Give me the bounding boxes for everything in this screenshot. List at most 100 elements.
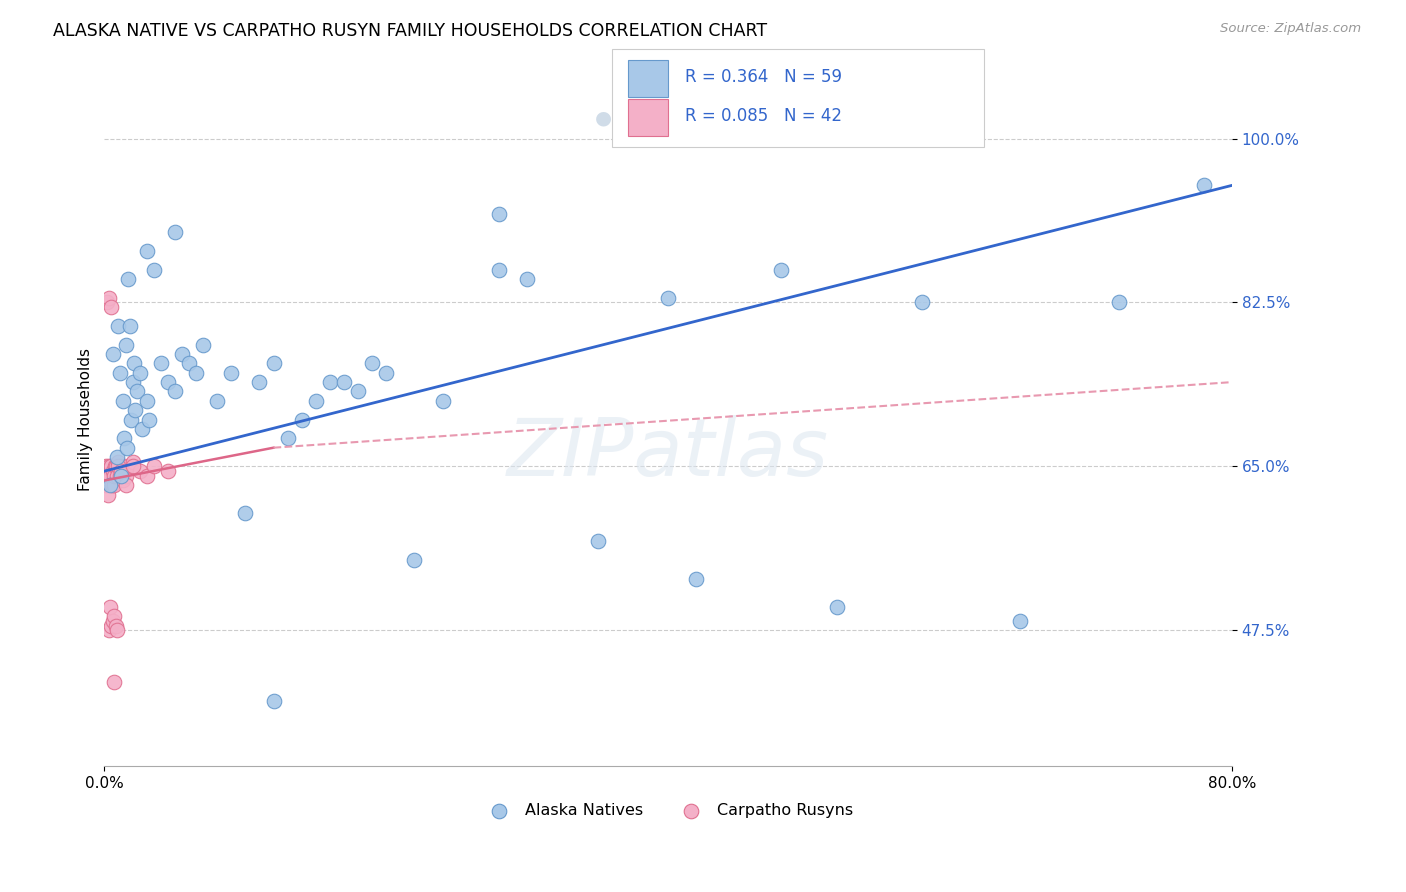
Point <box>170 347 193 361</box>
Point <box>111 474 134 488</box>
Point <box>233 506 256 520</box>
Point <box>103 609 125 624</box>
Point <box>103 468 125 483</box>
Point <box>516 272 538 286</box>
Point <box>100 618 122 632</box>
Point <box>488 262 510 277</box>
Point <box>131 422 153 436</box>
Point <box>114 478 136 492</box>
Point <box>319 375 342 389</box>
Point <box>184 366 207 380</box>
Point <box>135 393 157 408</box>
Point <box>103 478 125 492</box>
Point <box>110 459 132 474</box>
Point <box>911 295 934 310</box>
Point <box>375 366 398 380</box>
Point <box>685 572 707 586</box>
Point <box>361 356 384 370</box>
Point <box>263 693 285 707</box>
Point <box>142 262 165 277</box>
Point <box>586 534 609 549</box>
Point <box>142 459 165 474</box>
Point <box>96 295 118 310</box>
Point <box>107 459 129 474</box>
Point <box>121 375 143 389</box>
Text: ●: ● <box>595 108 612 128</box>
Point <box>101 464 124 478</box>
Y-axis label: Family Households: Family Households <box>79 348 93 491</box>
Point <box>163 225 186 239</box>
Point <box>1108 295 1130 310</box>
Point <box>149 356 172 370</box>
Point <box>104 459 127 474</box>
Point <box>104 459 127 474</box>
Point <box>97 291 120 305</box>
Point <box>432 393 454 408</box>
Point <box>114 468 136 483</box>
Point <box>105 450 128 464</box>
Point <box>96 478 118 492</box>
Point <box>135 468 157 483</box>
Point <box>100 300 122 314</box>
Point <box>769 262 792 277</box>
Point <box>121 455 143 469</box>
Point <box>205 393 228 408</box>
Point <box>111 393 134 408</box>
Point <box>156 375 179 389</box>
Point <box>138 412 160 426</box>
Point <box>825 599 848 614</box>
Point <box>128 464 150 478</box>
Point <box>108 366 131 380</box>
Point <box>98 478 121 492</box>
Point <box>120 412 142 426</box>
Point <box>124 403 146 417</box>
Point <box>128 366 150 380</box>
Point <box>96 464 118 478</box>
Point <box>97 487 120 501</box>
Point <box>100 459 122 474</box>
Point <box>105 624 128 638</box>
Point <box>112 431 135 445</box>
Point <box>122 356 145 370</box>
Point <box>97 624 120 638</box>
Point <box>94 459 117 474</box>
Point <box>117 459 139 474</box>
Point <box>101 614 124 628</box>
Point <box>103 674 125 689</box>
Text: R = 0.085   N = 42: R = 0.085 N = 42 <box>685 107 842 125</box>
Point <box>347 384 370 399</box>
Point <box>118 318 141 333</box>
Point <box>249 375 271 389</box>
Point <box>125 384 148 399</box>
Point <box>110 464 132 478</box>
Point <box>98 468 121 483</box>
Point <box>488 206 510 220</box>
Point <box>177 356 200 370</box>
Point <box>121 459 143 474</box>
Text: ALASKA NATIVE VS CARPATHO RUSYN FAMILY HOUSEHOLDS CORRELATION CHART: ALASKA NATIVE VS CARPATHO RUSYN FAMILY H… <box>53 22 768 40</box>
Point <box>101 478 124 492</box>
Point <box>305 393 328 408</box>
Point <box>108 468 131 483</box>
Point <box>135 244 157 258</box>
Point <box>277 431 299 445</box>
Point <box>104 618 127 632</box>
Point <box>101 347 124 361</box>
Point <box>98 599 121 614</box>
Point <box>100 459 122 474</box>
Point <box>333 375 356 389</box>
Point <box>404 553 426 567</box>
Text: ZIPatlas: ZIPatlas <box>508 416 830 493</box>
Point <box>1192 178 1215 193</box>
Legend: Alaska Natives, Carpatho Rusyns: Alaska Natives, Carpatho Rusyns <box>477 797 859 824</box>
Point <box>107 455 129 469</box>
Point <box>1010 614 1032 628</box>
Point <box>114 337 136 351</box>
Point <box>107 318 129 333</box>
Point <box>291 412 314 426</box>
Point <box>263 356 285 370</box>
Text: Source: ZipAtlas.com: Source: ZipAtlas.com <box>1220 22 1361 36</box>
Point <box>110 468 132 483</box>
Point <box>191 337 214 351</box>
Point <box>115 441 138 455</box>
